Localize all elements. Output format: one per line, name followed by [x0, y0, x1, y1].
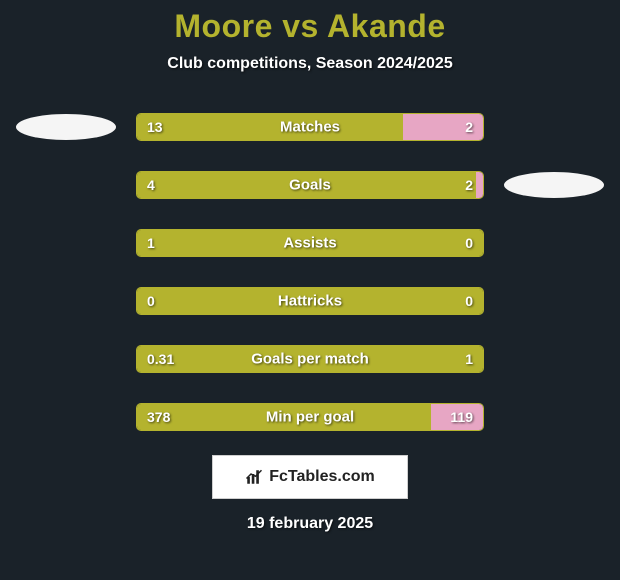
- stats-list: Matches132Goals42Assists10Hattricks00Goa…: [0, 107, 620, 437]
- stat-bar: Min per goal378119: [136, 403, 484, 431]
- stat-row: Goals per match0.311: [0, 339, 620, 379]
- page-title: Moore vs Akande: [0, 8, 620, 45]
- stat-row: Goals42: [0, 165, 620, 205]
- stat-bar-left-segment: [137, 172, 476, 198]
- player-right-avatar: [504, 172, 604, 198]
- stat-value-right: 0: [465, 235, 473, 251]
- stat-bar: Assists10: [136, 229, 484, 257]
- stat-value-left: 0.31: [147, 351, 174, 367]
- snapshot-date: 19 february 2025: [0, 515, 620, 533]
- stat-bar-left-segment: [137, 404, 431, 430]
- stat-value-right: 1: [465, 351, 473, 367]
- stat-bar: Matches132: [136, 113, 484, 141]
- page-subtitle: Club competitions, Season 2024/2025: [0, 55, 620, 73]
- comparison-card: Moore vs Akande Club competitions, Seaso…: [0, 0, 620, 533]
- stat-value-left: 378: [147, 409, 170, 425]
- stat-row: Hattricks00: [0, 281, 620, 321]
- stat-value-left: 0: [147, 293, 155, 309]
- stat-value-right: 0: [465, 293, 473, 309]
- player-left-avatar-slot: [16, 107, 116, 147]
- stat-bar: Hattricks00: [136, 287, 484, 315]
- player-right-avatar-slot: [504, 165, 604, 205]
- stat-value-left: 1: [147, 235, 155, 251]
- stat-bar-left-segment: [137, 230, 483, 256]
- chart-icon: [245, 468, 263, 486]
- stat-value-left: 4: [147, 177, 155, 193]
- stat-bar: Goals per match0.311: [136, 345, 484, 373]
- stat-bar-left-segment: [137, 288, 483, 314]
- stat-row: Assists10: [0, 223, 620, 263]
- stat-bar-left-segment: [137, 346, 483, 372]
- stat-row: Matches132: [0, 107, 620, 147]
- source-badge-text: FcTables.com: [269, 468, 375, 486]
- stat-value-left: 13: [147, 119, 163, 135]
- stat-value-right: 2: [465, 177, 473, 193]
- stat-bar-left-segment: [137, 114, 403, 140]
- stat-value-right: 119: [450, 409, 473, 425]
- source-badge: FcTables.com: [212, 455, 408, 499]
- stat-bar-right-segment: [476, 172, 483, 198]
- player-left-avatar: [16, 114, 116, 140]
- stat-row: Min per goal378119: [0, 397, 620, 437]
- stat-value-right: 2: [465, 119, 473, 135]
- stat-bar: Goals42: [136, 171, 484, 199]
